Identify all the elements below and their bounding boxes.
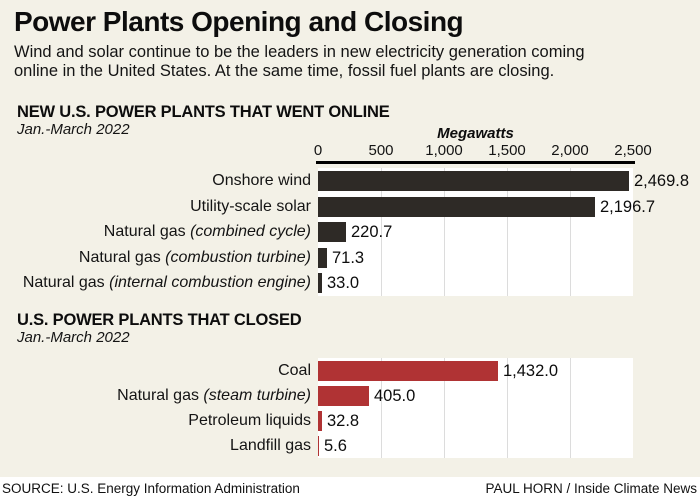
value-label: 2,196.7 bbox=[600, 198, 656, 216]
axis-tick-label: 1,000 bbox=[425, 142, 463, 159]
chart-plants-closed: Coal 1,432.0 Natural gas (steam turbine) 40… bbox=[0, 358, 700, 458]
footer: SOURCE: U.S. Energy Information Administ… bbox=[0, 477, 700, 501]
axis-tick-label: 2,500 bbox=[614, 142, 652, 159]
section-2-title: U.S. POWER PLANTS THAT CLOSED bbox=[17, 311, 302, 329]
axis-tick-label: 2,000 bbox=[551, 142, 589, 159]
row-label: Natural gas (combined cycle) bbox=[103, 223, 311, 240]
row-label: Natural gas (internal combustion engine) bbox=[22, 274, 311, 291]
bar bbox=[318, 171, 629, 191]
gridline bbox=[444, 358, 445, 458]
gridline bbox=[381, 168, 382, 296]
bar bbox=[318, 222, 346, 242]
bar bbox=[318, 248, 327, 268]
bar bbox=[318, 197, 595, 217]
axis-tick-label: 0 bbox=[313, 142, 323, 159]
gridline bbox=[507, 358, 508, 458]
section-2-date: Jan.-March 2022 bbox=[17, 329, 130, 346]
row-label: Natural gas (steam turbine) bbox=[117, 387, 311, 404]
axis-line bbox=[316, 161, 635, 164]
value-label: 33.0 bbox=[327, 274, 360, 292]
gridline bbox=[507, 168, 508, 296]
axis-tick-label: 500 bbox=[368, 142, 394, 159]
value-label: 71.3 bbox=[332, 249, 365, 267]
row-label: Landfill gas bbox=[230, 437, 311, 454]
author-credit: PAUL HORN / Inside Climate News bbox=[485, 481, 697, 496]
section-1-date: Jan.-March 2022 bbox=[17, 121, 130, 138]
row-label: Utility-scale solar bbox=[190, 198, 311, 215]
row-label: Petroleum liquids bbox=[188, 412, 311, 429]
value-label: 1,432.0 bbox=[503, 362, 559, 380]
bar bbox=[318, 273, 322, 293]
bar bbox=[318, 436, 319, 456]
row-label: Onshore wind bbox=[212, 172, 311, 189]
gridline bbox=[570, 168, 571, 296]
value-label: 220.7 bbox=[351, 223, 393, 241]
gridline bbox=[444, 168, 445, 296]
source-credit: SOURCE: U.S. Energy Information Administ… bbox=[2, 481, 300, 496]
page-subtitle: Wind and solar continue to be the leader… bbox=[14, 43, 585, 81]
page-title: Power Plants Opening and Closing bbox=[14, 6, 464, 37]
row-label: Natural gas (combustion turbine) bbox=[78, 249, 311, 266]
value-label: 405.0 bbox=[374, 387, 416, 405]
bar bbox=[318, 386, 369, 406]
axis-tick-row: 0 500 1,000 1,500 2,000 2,500 bbox=[314, 142, 652, 159]
value-label: 5.6 bbox=[324, 437, 347, 455]
value-label: 2,469.8 bbox=[634, 172, 690, 190]
axis-unit-label: Megawatts bbox=[437, 125, 514, 142]
axis-tick-label: 1,500 bbox=[488, 142, 526, 159]
chart-plants-opened: Onshore wind 2,469.8 Utility-scale solar 2,… bbox=[0, 168, 700, 296]
value-label: 32.8 bbox=[327, 412, 360, 430]
gridline bbox=[570, 358, 571, 458]
row-label: Coal bbox=[278, 362, 311, 379]
gridline bbox=[381, 358, 382, 458]
bar bbox=[318, 411, 322, 431]
section-1-title: NEW U.S. POWER PLANTS THAT WENT ONLINE bbox=[17, 103, 390, 121]
bar bbox=[318, 361, 498, 381]
